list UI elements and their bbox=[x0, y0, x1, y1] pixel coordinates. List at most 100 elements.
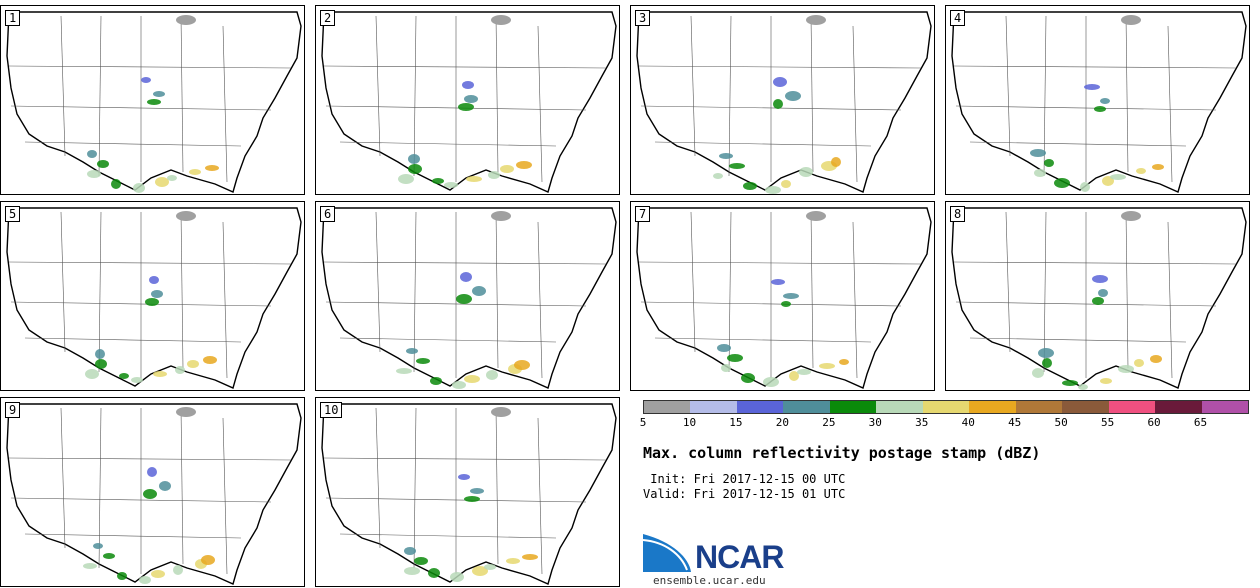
state-boundary bbox=[640, 301, 902, 307]
reflectivity-cell bbox=[729, 163, 745, 169]
ensemble-member-panel[interactable]: 8 bbox=[945, 201, 1250, 391]
reflectivity-cell bbox=[139, 576, 151, 584]
reflectivity-cell bbox=[773, 99, 783, 109]
reflectivity-cell bbox=[1034, 169, 1046, 177]
reflectivity-cell bbox=[1080, 182, 1090, 192]
colorbar-tick-label: 55 bbox=[1100, 416, 1115, 429]
reflectivity-cell bbox=[466, 176, 482, 182]
state-boundary bbox=[413, 211, 417, 373]
state-boundary bbox=[8, 65, 292, 69]
state-boundary bbox=[323, 261, 607, 265]
ensemble-member-panel[interactable]: 1 bbox=[0, 5, 305, 195]
site-url[interactable]: ensemble.ucar.edu bbox=[653, 574, 766, 587]
state-boundary bbox=[24, 337, 242, 343]
ensemble-member-panel[interactable]: 10 bbox=[315, 397, 620, 587]
conus-map bbox=[6, 11, 302, 193]
reflectivity-cell bbox=[783, 293, 799, 299]
state-boundary bbox=[969, 337, 1187, 343]
reflectivity-cell bbox=[87, 150, 97, 158]
colorbar-segment bbox=[1108, 401, 1156, 413]
reflectivity-cell bbox=[428, 568, 440, 578]
ensemble-member-panel[interactable]: 5 bbox=[0, 201, 305, 391]
colorbar-segment bbox=[1155, 401, 1202, 413]
member-label: 5 bbox=[5, 206, 21, 222]
state-boundary bbox=[654, 141, 872, 147]
member-label: 7 bbox=[635, 206, 651, 222]
colorbar-segment bbox=[783, 401, 830, 413]
reflectivity-cell bbox=[111, 179, 121, 189]
state-boundary bbox=[180, 407, 184, 565]
state-boundary bbox=[654, 337, 872, 343]
reflectivity-cell bbox=[133, 183, 145, 193]
colorbar-segment bbox=[922, 401, 970, 413]
ensemble-member-panel[interactable]: 4 bbox=[945, 5, 1250, 195]
reflectivity-cell bbox=[151, 570, 165, 578]
reflectivity-cell bbox=[1094, 106, 1106, 112]
reflectivity-cell bbox=[155, 177, 169, 187]
colorbar-segment bbox=[1015, 401, 1063, 413]
reflectivity-cell bbox=[456, 294, 472, 304]
ensemble-member-panel[interactable]: 9 bbox=[0, 397, 305, 587]
state-boundary bbox=[537, 25, 543, 183]
reflectivity-cell bbox=[95, 359, 107, 369]
state-boundary bbox=[98, 407, 102, 569]
ensemble-member-panel[interactable]: 3 bbox=[630, 5, 935, 195]
reflectivity-cell bbox=[153, 371, 167, 377]
state-boundary bbox=[495, 211, 499, 369]
reflectivity-cell bbox=[472, 286, 486, 296]
reflectivity-cell bbox=[176, 15, 196, 25]
ensemble-member-panel[interactable]: 2 bbox=[315, 5, 620, 195]
member-label: 8 bbox=[950, 206, 966, 222]
reflectivity-cell bbox=[781, 180, 791, 188]
ensemble-member-panel[interactable]: 7 bbox=[630, 201, 935, 391]
reflectivity-cell bbox=[1054, 178, 1070, 188]
reflectivity-cell bbox=[491, 211, 511, 221]
ncar-logo-icon bbox=[643, 534, 691, 572]
state-boundary bbox=[323, 457, 607, 461]
reflectivity-cell bbox=[806, 211, 826, 221]
reflectivity-cell bbox=[831, 157, 841, 167]
state-boundary bbox=[638, 65, 922, 69]
reflectivity-cell bbox=[117, 572, 127, 580]
conus-map bbox=[636, 207, 932, 389]
reflectivity-cell bbox=[771, 279, 785, 285]
state-boundary bbox=[10, 105, 272, 111]
member-label: 6 bbox=[320, 206, 336, 222]
reflectivity-cell bbox=[516, 161, 532, 169]
state-boundary bbox=[640, 105, 902, 111]
reflectivity-cell bbox=[713, 173, 723, 179]
reflectivity-cell bbox=[1118, 365, 1134, 373]
reflectivity-cell bbox=[462, 81, 474, 89]
colorbar-tick-label: 20 bbox=[775, 416, 789, 429]
state-boundary bbox=[375, 407, 381, 549]
state-boundary bbox=[339, 337, 557, 343]
state-boundary bbox=[24, 533, 242, 539]
reflectivity-cell bbox=[797, 369, 811, 375]
reflectivity-cell bbox=[458, 103, 474, 111]
colorbar-tick-label: 50 bbox=[1054, 416, 1068, 429]
reflectivity-cell bbox=[147, 467, 157, 477]
reflectivity-cell bbox=[1100, 378, 1112, 384]
state-boundary bbox=[413, 407, 417, 569]
colorbar-tick-label: 40 bbox=[961, 416, 975, 429]
reflectivity-cell bbox=[408, 154, 420, 164]
ensemble-member-panel[interactable]: 6 bbox=[315, 201, 620, 391]
reflectivity-cell bbox=[201, 555, 215, 565]
state-boundary bbox=[98, 211, 102, 373]
reflectivity-cell bbox=[514, 360, 530, 370]
coastline bbox=[6, 207, 302, 389]
state-boundary bbox=[810, 15, 814, 173]
reflectivity-cell bbox=[1030, 149, 1046, 157]
reflectivity-cell bbox=[458, 474, 470, 480]
state-boundary bbox=[495, 15, 499, 173]
state-boundary bbox=[537, 417, 543, 575]
colorbar-tick-label: 30 bbox=[868, 416, 882, 429]
state-boundary bbox=[222, 221, 228, 379]
state-boundary bbox=[375, 15, 381, 157]
state-boundary bbox=[728, 15, 732, 177]
reflectivity-cell bbox=[464, 496, 480, 502]
state-boundary bbox=[375, 211, 381, 353]
colorbar-tick-label: 15 bbox=[729, 416, 743, 429]
state-boundary bbox=[60, 15, 66, 157]
reflectivity-cell bbox=[97, 160, 109, 168]
